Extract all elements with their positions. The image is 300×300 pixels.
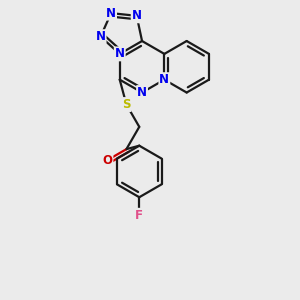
Text: N: N bbox=[115, 47, 125, 60]
Text: N: N bbox=[96, 30, 106, 43]
Text: S: S bbox=[122, 98, 130, 111]
Text: N: N bbox=[137, 86, 147, 99]
Text: N: N bbox=[132, 9, 142, 22]
Text: N: N bbox=[159, 73, 169, 86]
Text: O: O bbox=[102, 154, 112, 166]
Text: F: F bbox=[135, 209, 143, 222]
Text: N: N bbox=[106, 7, 116, 20]
